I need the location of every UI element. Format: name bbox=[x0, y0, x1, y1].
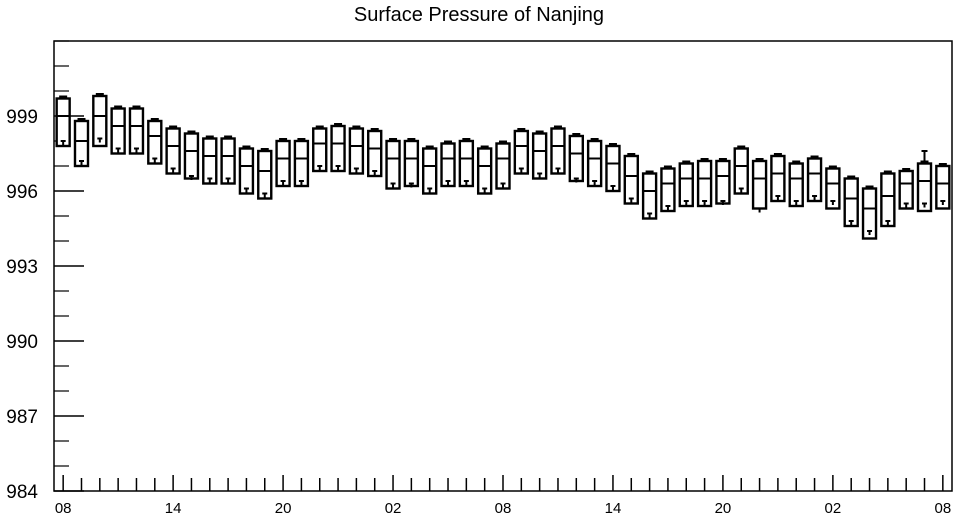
box bbox=[733, 147, 749, 195]
box bbox=[861, 187, 878, 240]
x-tick-label: 20 bbox=[715, 500, 732, 517]
box bbox=[935, 164, 951, 210]
box bbox=[715, 159, 731, 205]
x-tick-label: 20 bbox=[275, 500, 292, 517]
box bbox=[147, 119, 163, 165]
box bbox=[806, 157, 823, 203]
box bbox=[293, 139, 310, 188]
x-tick-label: 08 bbox=[55, 500, 72, 517]
box bbox=[825, 167, 841, 210]
box bbox=[312, 127, 328, 173]
box bbox=[421, 147, 438, 195]
box bbox=[110, 107, 126, 155]
box bbox=[641, 172, 658, 220]
x-tick-label: 02 bbox=[825, 500, 842, 517]
box bbox=[696, 159, 713, 208]
box bbox=[238, 147, 255, 195]
box bbox=[92, 94, 108, 148]
box bbox=[788, 162, 804, 208]
x-tick-label: 14 bbox=[165, 500, 182, 517]
box bbox=[183, 132, 200, 180]
box bbox=[586, 139, 603, 188]
y-tick-label: 987 bbox=[6, 407, 38, 428]
box bbox=[843, 177, 859, 228]
box bbox=[275, 139, 291, 188]
box bbox=[165, 127, 181, 175]
box bbox=[458, 139, 475, 188]
box bbox=[367, 129, 383, 178]
box bbox=[605, 144, 621, 193]
y-tick-label: 999 bbox=[6, 107, 38, 128]
x-tick-label: 08 bbox=[934, 500, 951, 517]
box bbox=[440, 142, 456, 188]
box bbox=[770, 154, 786, 203]
box bbox=[403, 139, 420, 188]
box bbox=[916, 162, 933, 213]
box bbox=[513, 129, 530, 175]
x-tick-label: 02 bbox=[385, 500, 402, 517]
box bbox=[678, 162, 694, 208]
box bbox=[495, 142, 511, 190]
box bbox=[880, 172, 896, 228]
box bbox=[330, 124, 346, 173]
box bbox=[202, 137, 218, 185]
box bbox=[348, 127, 365, 175]
box bbox=[623, 154, 639, 205]
box bbox=[550, 127, 566, 175]
box bbox=[220, 137, 236, 185]
box bbox=[257, 149, 273, 200]
box bbox=[898, 169, 914, 210]
box bbox=[73, 119, 90, 168]
y-tick-label: 996 bbox=[6, 182, 38, 203]
y-tick-label: 984 bbox=[6, 482, 38, 503]
box bbox=[55, 97, 71, 148]
box bbox=[531, 132, 548, 180]
box bbox=[751, 159, 768, 210]
x-tick-label: 14 bbox=[605, 500, 622, 517]
x-tick-label: 08 bbox=[495, 500, 512, 517]
chart-title: Surface Pressure of Nanjing bbox=[353, 4, 605, 26]
box bbox=[128, 107, 145, 155]
box bbox=[385, 139, 401, 190]
y-tick-label: 993 bbox=[6, 257, 38, 278]
y-tick-label: 990 bbox=[6, 332, 38, 353]
box bbox=[568, 134, 585, 183]
plot-frame bbox=[53, 40, 953, 492]
box bbox=[660, 167, 676, 213]
box bbox=[476, 147, 493, 195]
